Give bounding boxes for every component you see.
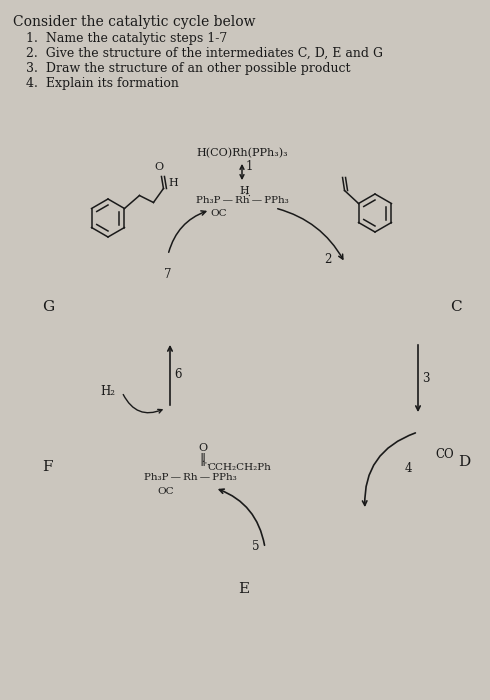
Text: 4.  Explain its formation: 4. Explain its formation	[26, 77, 179, 90]
Text: H₂: H₂	[100, 385, 115, 398]
Text: C: C	[450, 300, 462, 314]
Text: 4: 4	[405, 462, 413, 475]
Text: 3.  Draw the structure of an other possible product: 3. Draw the structure of an other possib…	[26, 62, 350, 75]
Text: CCH₂CH₂Ph: CCH₂CH₂Ph	[207, 463, 271, 472]
Text: H: H	[169, 178, 178, 188]
Text: 2.  Give the structure of the intermediates C, D, E and G: 2. Give the structure of the intermediat…	[26, 47, 383, 60]
Text: O: O	[198, 443, 208, 453]
Text: E: E	[238, 582, 249, 596]
Text: 1.  Name the catalytic steps 1-7: 1. Name the catalytic steps 1-7	[26, 32, 227, 45]
Text: O: O	[154, 162, 163, 172]
Text: G: G	[42, 300, 54, 314]
Text: CO: CO	[435, 448, 454, 461]
Text: H: H	[239, 186, 249, 196]
Text: 6: 6	[174, 368, 181, 381]
Text: ‖: ‖	[199, 453, 205, 466]
Text: D: D	[458, 455, 470, 469]
Text: OC: OC	[157, 487, 173, 496]
Text: 5: 5	[252, 540, 260, 553]
Text: Consider the catalytic cycle below: Consider the catalytic cycle below	[13, 15, 255, 29]
Text: 2: 2	[324, 253, 332, 266]
Text: 7: 7	[164, 268, 172, 281]
Text: Ph₃P — Rh — PPh₃: Ph₃P — Rh — PPh₃	[196, 196, 289, 205]
Text: OC: OC	[210, 209, 227, 218]
Text: 1: 1	[246, 160, 253, 174]
Text: Ph₃P — Rh — PPh₃: Ph₃P — Rh — PPh₃	[144, 473, 236, 482]
Text: F: F	[42, 460, 52, 474]
Text: H(CO)Rh(PPh₃)₃: H(CO)Rh(PPh₃)₃	[196, 148, 288, 158]
Text: 3: 3	[422, 372, 430, 385]
